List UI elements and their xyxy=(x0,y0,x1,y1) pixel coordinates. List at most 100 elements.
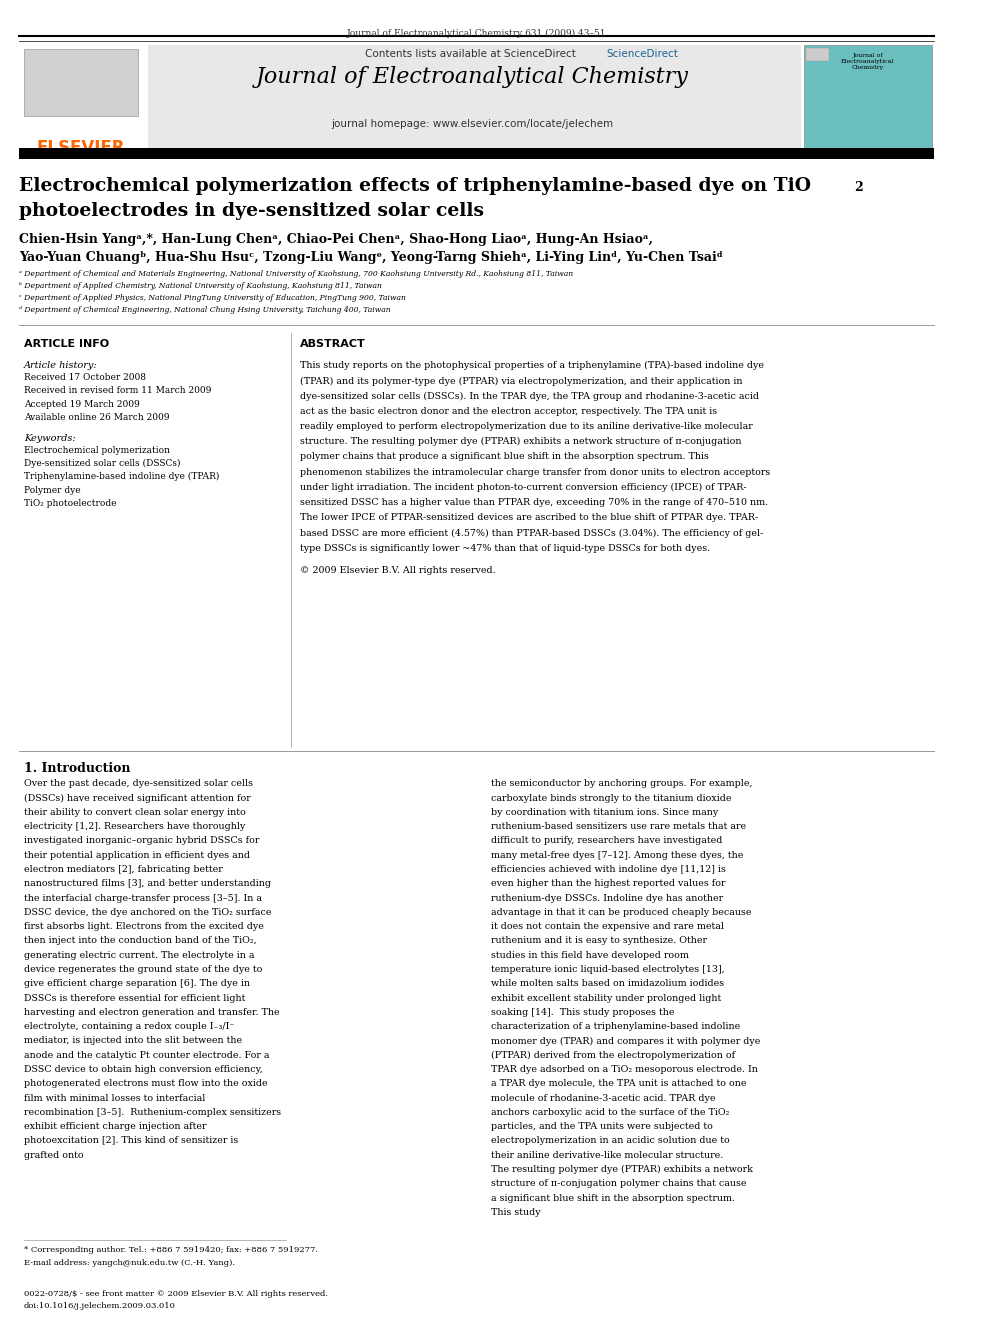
Text: efficiencies achieved with indoline dye [11,12] is: efficiencies achieved with indoline dye … xyxy=(491,865,726,875)
Text: phenomenon stabilizes the intramolecular charge transfer from donor units to ele: phenomenon stabilizes the intramolecular… xyxy=(301,468,771,476)
Text: ruthenium-based sensitizers use rare metals that are: ruthenium-based sensitizers use rare met… xyxy=(491,822,746,831)
Text: Electrochemical polymerization: Electrochemical polymerization xyxy=(24,446,170,455)
Text: photogenerated electrons must flow into the oxide: photogenerated electrons must flow into … xyxy=(24,1080,268,1089)
Text: Received in revised form 11 March 2009: Received in revised form 11 March 2009 xyxy=(24,386,211,396)
Text: The resulting polymer dye (PTPAR) exhibits a network: The resulting polymer dye (PTPAR) exhibi… xyxy=(491,1166,753,1174)
Text: DSSC device to obtain high conversion efficiency,: DSSC device to obtain high conversion ef… xyxy=(24,1065,263,1074)
Text: Available online 26 March 2009: Available online 26 March 2009 xyxy=(24,413,170,422)
Text: under light irradiation. The incident photon-to-current conversion efficiency (I: under light irradiation. The incident ph… xyxy=(301,483,747,492)
Text: ᵇ Department of Applied Chemistry, National University of Kaohsiung, Kaohsiung 8: ᵇ Department of Applied Chemistry, Natio… xyxy=(19,282,382,290)
Text: structure of π-conjugation polymer chains that cause: structure of π-conjugation polymer chain… xyxy=(491,1179,747,1188)
Text: ᵃ Department of Chemical and Materials Engineering, National University of Kaohs: ᵃ Department of Chemical and Materials E… xyxy=(19,270,573,278)
Text: 0022-0728/$ - see front matter © 2009 Elsevier B.V. All rights reserved.: 0022-0728/$ - see front matter © 2009 El… xyxy=(24,1290,327,1298)
Text: studies in this field have developed room: studies in this field have developed roo… xyxy=(491,951,688,959)
Text: ARTICLE INFO: ARTICLE INFO xyxy=(24,339,109,349)
Text: grafted onto: grafted onto xyxy=(24,1151,83,1160)
Text: Accepted 19 March 2009: Accepted 19 March 2009 xyxy=(24,400,140,409)
Text: anode and the catalytic Pt counter electrode. For a: anode and the catalytic Pt counter elect… xyxy=(24,1050,270,1060)
Text: journal homepage: www.elsevier.com/locate/jelechem: journal homepage: www.elsevier.com/locat… xyxy=(331,119,613,130)
Text: give efficient charge separation [6]. The dye in: give efficient charge separation [6]. Th… xyxy=(24,979,250,988)
Text: photoexcitation [2]. This kind of sensitizer is: photoexcitation [2]. This kind of sensit… xyxy=(24,1136,238,1146)
Text: electron mediators [2], fabricating better: electron mediators [2], fabricating bett… xyxy=(24,865,222,875)
Text: exhibit efficient charge injection after: exhibit efficient charge injection after xyxy=(24,1122,206,1131)
Text: Received 17 October 2008: Received 17 October 2008 xyxy=(24,373,146,382)
Text: their aniline derivative-like molecular structure.: their aniline derivative-like molecular … xyxy=(491,1151,723,1160)
Text: the interfacial charge-transfer process [3–5]. In a: the interfacial charge-transfer process … xyxy=(24,893,262,902)
Text: (PTPAR) derived from the electropolymerization of: (PTPAR) derived from the electropolymeri… xyxy=(491,1050,735,1060)
Text: (DSSCs) have received significant attention for: (DSSCs) have received significant attent… xyxy=(24,794,251,803)
Text: film with minimal losses to interfacial: film with minimal losses to interfacial xyxy=(24,1094,205,1102)
Text: doi:10.1016/j.jelechem.2009.03.010: doi:10.1016/j.jelechem.2009.03.010 xyxy=(24,1302,176,1310)
Text: characterization of a triphenylamine-based indoline: characterization of a triphenylamine-bas… xyxy=(491,1023,740,1031)
Text: device regenerates the ground state of the dye to: device regenerates the ground state of t… xyxy=(24,964,262,974)
FancyBboxPatch shape xyxy=(19,45,146,148)
Text: act as the basic electron donor and the electron acceptor, respectively. The TPA: act as the basic electron donor and the … xyxy=(301,407,717,415)
FancyBboxPatch shape xyxy=(19,148,934,159)
Text: Dye-sensitized solar cells (DSSCs): Dye-sensitized solar cells (DSSCs) xyxy=(24,459,181,468)
Text: * Corresponding author. Tel.: +886 7 5919420; fax: +886 7 5919277.: * Corresponding author. Tel.: +886 7 591… xyxy=(24,1246,317,1254)
Text: This study reports on the photophysical properties of a triphenylamine (TPA)-bas: This study reports on the photophysical … xyxy=(301,361,764,370)
Text: the semiconductor by anchoring groups. For example,: the semiconductor by anchoring groups. F… xyxy=(491,779,753,789)
FancyBboxPatch shape xyxy=(804,45,932,148)
Text: DSSC device, the dye anchored on the TiO₂ surface: DSSC device, the dye anchored on the TiO… xyxy=(24,908,272,917)
Text: Over the past decade, dye-sensitized solar cells: Over the past decade, dye-sensitized sol… xyxy=(24,779,253,789)
Text: a significant blue shift in the absorption spectrum.: a significant blue shift in the absorpti… xyxy=(491,1193,735,1203)
Text: many metal-free dyes [7–12]. Among these dyes, the: many metal-free dyes [7–12]. Among these… xyxy=(491,851,743,860)
Text: by coordination with titanium ions. Since many: by coordination with titanium ions. Sinc… xyxy=(491,808,718,816)
Text: electropolymerization in an acidic solution due to: electropolymerization in an acidic solut… xyxy=(491,1136,730,1146)
Text: ScienceDirect: ScienceDirect xyxy=(606,49,679,60)
Text: dye-sensitized solar cells (DSSCs). In the TPAR dye, the TPA group and rhodanine: dye-sensitized solar cells (DSSCs). In t… xyxy=(301,392,759,401)
Text: Journal of
Electroanalytical
Chemistry: Journal of Electroanalytical Chemistry xyxy=(841,53,895,70)
Text: particles, and the TPA units were subjected to: particles, and the TPA units were subjec… xyxy=(491,1122,713,1131)
Text: The lower IPCE of PTPAR-sensitized devices are ascribed to the blue shift of PTP: The lower IPCE of PTPAR-sensitized devic… xyxy=(301,513,759,523)
Text: nanostructured films [3], and better understanding: nanostructured films [3], and better und… xyxy=(24,880,271,888)
Text: polymer chains that produce a significant blue shift in the absorption spectrum.: polymer chains that produce a significan… xyxy=(301,452,709,462)
Text: electricity [1,2]. Researchers have thoroughly: electricity [1,2]. Researchers have thor… xyxy=(24,822,245,831)
Text: (TPAR) and its polymer-type dye (PTPAR) via electropolymerization, and their app: (TPAR) and its polymer-type dye (PTPAR) … xyxy=(301,376,743,385)
Text: then inject into the conduction band of the TiO₂,: then inject into the conduction band of … xyxy=(24,937,257,946)
Text: harvesting and electron generation and transfer. The: harvesting and electron generation and t… xyxy=(24,1008,280,1017)
Text: based DSSC are more efficient (4.57%) than PTPAR-based DSSCs (3.04%). The effici: based DSSC are more efficient (4.57%) th… xyxy=(301,528,764,537)
Text: anchors carboxylic acid to the surface of the TiO₂: anchors carboxylic acid to the surface o… xyxy=(491,1107,729,1117)
Text: Yao-Yuan Chuangᵇ, Hua-Shu Hsuᶜ, Tzong-Liu Wangᵉ, Yeong-Tarng Shiehᵃ, Li-Ying Lin: Yao-Yuan Chuangᵇ, Hua-Shu Hsuᶜ, Tzong-Li… xyxy=(19,251,723,265)
Text: carboxylate binds strongly to the titanium dioxide: carboxylate binds strongly to the titani… xyxy=(491,794,731,803)
Text: ruthenium and it is easy to synthesize. Other: ruthenium and it is easy to synthesize. … xyxy=(491,937,707,946)
Text: ᵈ Department of Chemical Engineering, National Chung Hsing University, Taichung : ᵈ Department of Chemical Engineering, Na… xyxy=(19,306,391,314)
Text: investigated inorganic–organic hybrid DSSCs for: investigated inorganic–organic hybrid DS… xyxy=(24,836,259,845)
Text: difficult to purify, researchers have investigated: difficult to purify, researchers have in… xyxy=(491,836,722,845)
Text: while molten salts based on imidazolium iodides: while molten salts based on imidazolium … xyxy=(491,979,724,988)
Text: type DSSCs is significantly lower ~47% than that of liquid-type DSSCs for both d: type DSSCs is significantly lower ~47% t… xyxy=(301,544,710,553)
Text: ᶜ Department of Applied Physics, National PingTung University of Education, Ping: ᶜ Department of Applied Physics, Nationa… xyxy=(19,294,406,302)
Text: Triphenylamine-based indoline dye (TPAR): Triphenylamine-based indoline dye (TPAR) xyxy=(24,472,219,482)
Text: recombination [3–5].  Ruthenium-complex sensitizers: recombination [3–5]. Ruthenium-complex s… xyxy=(24,1107,281,1117)
Text: temperature ionic liquid-based electrolytes [13],: temperature ionic liquid-based electroly… xyxy=(491,964,725,974)
Text: Polymer dye: Polymer dye xyxy=(24,486,80,495)
FancyBboxPatch shape xyxy=(24,49,138,116)
FancyBboxPatch shape xyxy=(148,45,801,148)
Text: their potential application in efficient dyes and: their potential application in efficient… xyxy=(24,851,250,860)
Text: 1. Introduction: 1. Introduction xyxy=(24,762,130,775)
Text: Article history:: Article history: xyxy=(24,361,97,370)
Text: E-mail address: yangch@nuk.edu.tw (C.-H. Yang).: E-mail address: yangch@nuk.edu.tw (C.-H.… xyxy=(24,1259,235,1267)
Text: molecule of rhodanine-3-acetic acid. TPAR dye: molecule of rhodanine-3-acetic acid. TPA… xyxy=(491,1094,715,1102)
Text: © 2009 Elsevier B.V. All rights reserved.: © 2009 Elsevier B.V. All rights reserved… xyxy=(301,566,496,574)
Text: Chien-Hsin Yangᵃ,*, Han-Lung Chenᵃ, Chiao-Pei Chenᵃ, Shao-Hong Liaoᵃ, Hung-An Hs: Chien-Hsin Yangᵃ,*, Han-Lung Chenᵃ, Chia… xyxy=(19,233,653,246)
Text: exhibit excellent stability under prolonged light: exhibit excellent stability under prolon… xyxy=(491,994,721,1003)
Text: Electrochemical polymerization effects of triphenylamine-based dye on TiO: Electrochemical polymerization effects o… xyxy=(19,177,811,196)
Text: first absorbs light. Electrons from the excited dye: first absorbs light. Electrons from the … xyxy=(24,922,264,931)
Text: ruthenium-dye DSSCs. Indoline dye has another: ruthenium-dye DSSCs. Indoline dye has an… xyxy=(491,893,723,902)
Text: electrolyte, containing a redox couple I₋₃/I⁻: electrolyte, containing a redox couple I… xyxy=(24,1023,234,1031)
Text: monomer dye (TPAR) and compares it with polymer dye: monomer dye (TPAR) and compares it with … xyxy=(491,1036,761,1045)
Text: ABSTRACT: ABSTRACT xyxy=(301,339,366,349)
Text: advantage in that it can be produced cheaply because: advantage in that it can be produced che… xyxy=(491,908,752,917)
Text: their ability to convert clean solar energy into: their ability to convert clean solar ene… xyxy=(24,808,246,816)
Text: 2: 2 xyxy=(854,181,863,194)
Text: mediator, is injected into the slit between the: mediator, is injected into the slit betw… xyxy=(24,1036,242,1045)
FancyBboxPatch shape xyxy=(806,48,829,61)
Text: This study: This study xyxy=(491,1208,541,1217)
Text: Contents lists available at ScienceDirect: Contents lists available at ScienceDirec… xyxy=(365,49,579,60)
Text: generating electric current. The electrolyte in a: generating electric current. The electro… xyxy=(24,951,254,959)
Text: readily employed to perform electropolymerization due to its aniline derivative-: readily employed to perform electropolym… xyxy=(301,422,753,431)
Text: ELSEVIER: ELSEVIER xyxy=(37,139,125,157)
Text: photoelectrodes in dye-sensitized solar cells: photoelectrodes in dye-sensitized solar … xyxy=(19,202,484,221)
